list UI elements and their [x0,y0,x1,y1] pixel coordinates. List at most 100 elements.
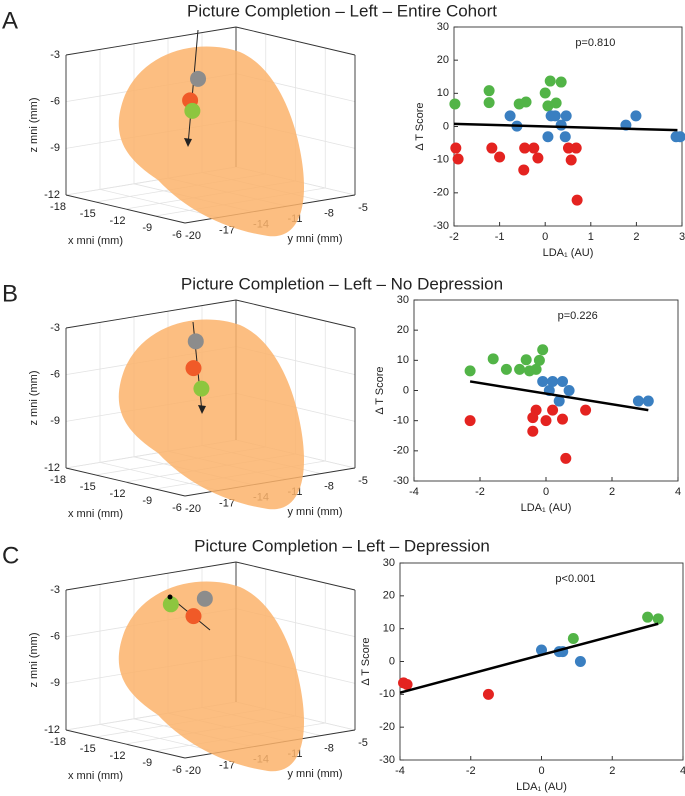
data-point [486,142,498,154]
x-tick-label: -2 [449,231,459,243]
data-point [500,363,512,375]
box-edge [235,26,356,56]
x-tick-label: 3 [679,231,685,243]
data-point [449,98,461,110]
x-tick-label: -12 [110,215,126,227]
data-point [464,415,476,427]
y-tick-label: -5 [358,202,368,214]
y-tick-label: 10 [397,354,409,366]
y-axis-label: Δ T Score [414,102,426,150]
y-tick-label: -8 [324,208,334,220]
p-value: p=0.226 [558,310,598,322]
data-point [524,365,535,377]
y-tick-label: 10 [383,623,395,635]
y-axis-label: y mni (mm) [288,233,343,245]
data-point [482,688,494,700]
x-tick-label: -15 [80,743,96,755]
z-tick-label: -9 [50,677,60,689]
x-axis-label: LDA₁ (AU) [543,247,594,259]
y-tick-label: -8 [324,481,334,493]
x-axis-label: LDA₁ (AU) [516,781,567,793]
trajectory [187,29,199,146]
data-point [487,353,499,365]
data-point [563,385,575,396]
data-point [560,110,572,122]
y-tick-label: -17 [219,497,235,509]
panel-title: Picture Completion – Left – Depression [194,536,490,555]
data-point [504,110,516,122]
box-edge [65,561,237,591]
data-point [401,678,413,690]
data-point [555,119,567,131]
p-value: p<0.001 [555,573,595,585]
brain-region [118,581,305,772]
x-tick-label: -9 [142,222,152,234]
y-tick-label: 10 [437,87,449,99]
contact-point [185,360,202,377]
z-tick-label: -6 [50,369,60,381]
z-tick-label: -12 [44,189,60,201]
z-axis-label: z mni (mm) [28,371,40,426]
x-tick-label: -2 [475,486,485,498]
box-edge [65,299,237,329]
data-point [544,75,556,87]
data-point [520,354,532,366]
y-tick-label: 30 [397,294,409,306]
y-tick-label: -17 [219,224,235,236]
data-point [560,452,572,464]
x-tick-label: -6 [172,502,182,514]
brain-region [118,319,305,510]
x-tick-label: -1 [495,231,505,243]
contact-point [196,590,213,607]
y-tick-label: 30 [383,557,395,569]
data-point [537,375,549,387]
y-tick-label: -20 [379,721,395,733]
z-tick-label: -3 [50,584,60,596]
data-point [557,375,568,387]
data-point [519,142,531,154]
z-tick-label: -3 [50,322,60,334]
data-point [549,110,561,122]
fit-line [399,622,659,694]
z-tick-label: -12 [44,724,60,736]
data-point [450,142,462,154]
contact-point [185,608,202,625]
data-point [527,425,539,437]
x-tick-label: 4 [680,765,685,777]
x-tick-label: -9 [142,757,152,769]
data-point [574,656,586,667]
x-tick-label: 2 [609,765,615,777]
y-tick-label: -20 [185,503,201,515]
box-edge [235,299,356,329]
data-point [674,131,685,143]
data-point [632,395,644,407]
data-point [494,151,506,163]
grid-line [99,462,220,491]
panel-title: Picture Completion – Left – Entire Cohor… [187,1,497,20]
data-point [565,154,577,166]
y-tick-label: -20 [393,445,409,457]
y-tick-label: 20 [397,324,409,336]
x-tick-label: -4 [409,486,419,498]
contact-point [184,102,201,119]
z-tick-label: -9 [50,415,60,427]
x-tick-label: -6 [172,764,182,776]
data-point [557,413,568,425]
data-point [642,395,654,407]
data-point [483,85,495,97]
x-tick-label: 0 [543,486,549,498]
x-tick-label: -9 [142,495,152,507]
box-edge [235,561,356,591]
contact-point [193,380,210,397]
data-point [562,142,574,154]
data-point [539,87,551,99]
data-point [547,375,559,387]
contact-point [190,70,207,87]
data-point [547,404,559,416]
data-point [553,395,565,407]
x-tick-label: -12 [110,488,126,500]
data-point [514,363,526,375]
contact-point [162,596,179,613]
y-tick-label: -8 [324,743,334,755]
